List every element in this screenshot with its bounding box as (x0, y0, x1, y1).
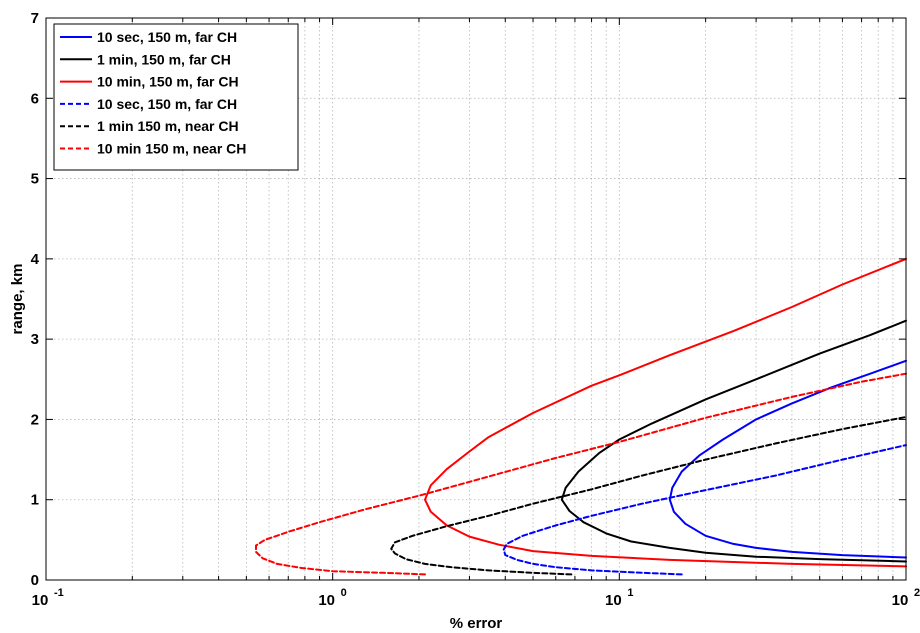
y-tick-label: 5 (31, 171, 39, 188)
axis-ticks (45, 17, 906, 581)
x-tick-label-exponent: 0 (341, 587, 347, 599)
x-tick-label: 10 (318, 592, 335, 609)
x-tick-label: 10 (892, 592, 909, 609)
y-tick-label: 4 (31, 251, 40, 268)
y-tick-label: 6 (31, 90, 39, 107)
legend: 10 sec, 150 m, far CH 1 min, 150 m, far C… (53, 23, 299, 171)
x-tick-label: 10 (32, 592, 49, 609)
series-line-2 (560, 319, 907, 563)
legend-label: 1 min 150 m, near CH (97, 118, 239, 134)
y-tick-label: 0 (31, 572, 39, 589)
plot-area-frame (45, 17, 907, 581)
series-line-6 (255, 372, 907, 576)
y-tick-label: 3 (31, 331, 39, 348)
legend-label: 10 min, 150 m, far CH (97, 74, 239, 90)
x-tick-label-exponent: 1 (627, 587, 633, 599)
tick-labels: 0 1 2 3 4 5 6 7 10 -1 10 0 10 1 10 2 (31, 10, 920, 609)
x-tick-label-exponent: 2 (914, 587, 920, 599)
series-line-3 (424, 257, 907, 568)
y-axis-label: range, km (9, 264, 26, 335)
legend-label: 1 min, 150 m, far CH (97, 51, 231, 67)
legend-label: 10 min 150 m, near CH (97, 141, 246, 157)
x-tick-label-exponent: -1 (54, 587, 64, 599)
series-lines (255, 257, 907, 576)
legend-box (53, 23, 299, 171)
series-line-4 (502, 444, 907, 576)
y-tick-label: 7 (31, 10, 39, 27)
y-tick-label: 2 (31, 411, 39, 428)
series-line-1 (668, 359, 907, 559)
x-tick-label: 10 (605, 592, 622, 609)
x-axis-label: % error (450, 615, 503, 632)
legend-label: 10 sec, 150 m, far CH (97, 96, 237, 112)
legend-label: 10 sec, 150 m, far CH (97, 29, 237, 45)
series-line-5 (390, 416, 907, 576)
y-tick-label: 1 (31, 492, 39, 509)
